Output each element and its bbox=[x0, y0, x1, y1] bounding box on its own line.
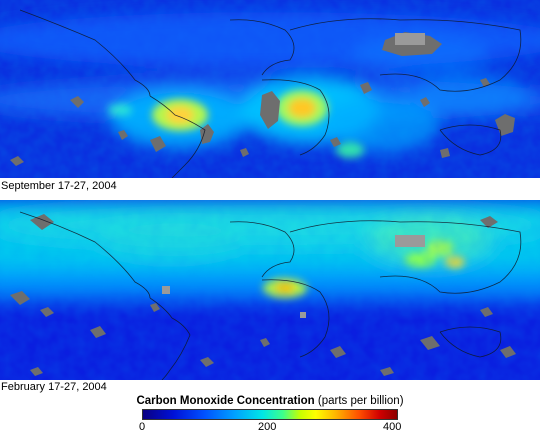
map-february bbox=[0, 200, 540, 380]
co-map-september bbox=[0, 0, 540, 178]
co-map-february bbox=[0, 200, 540, 380]
legend-title: Carbon Monoxide Concentration (parts per… bbox=[0, 394, 540, 408]
map-september bbox=[0, 0, 540, 178]
map-february-caption: February 17-27, 2004 bbox=[1, 381, 107, 393]
colorbar bbox=[142, 409, 398, 420]
map-september-caption: September 17-27, 2004 bbox=[1, 180, 117, 192]
legend-units: (parts per billion) bbox=[317, 395, 404, 407]
colorbar-tick-200: 200 bbox=[258, 421, 277, 433]
colorbar-tick-0: 0 bbox=[139, 421, 146, 433]
colorbar-tick-400: 400 bbox=[383, 421, 402, 433]
legend-title-main: Carbon Monoxide Concentration bbox=[136, 395, 315, 407]
